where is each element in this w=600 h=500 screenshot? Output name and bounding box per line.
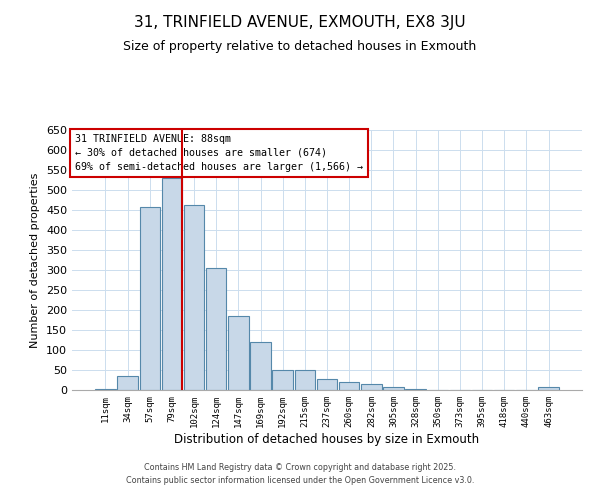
Bar [361,384,382,390]
Bar [383,387,404,390]
Text: 31, TRINFIELD AVENUE, EXMOUTH, EX8 3JU: 31, TRINFIELD AVENUE, EXMOUTH, EX8 3JU [134,15,466,30]
Text: Size of property relative to detached houses in Exmouth: Size of property relative to detached ho… [124,40,476,53]
Bar [206,268,226,390]
Bar [118,376,138,390]
Bar [250,342,271,390]
Bar [538,387,559,390]
Bar [228,316,248,390]
Bar [272,370,293,390]
Bar [317,379,337,390]
Bar [339,382,359,390]
Bar [295,370,315,390]
Bar [406,389,426,390]
Y-axis label: Number of detached properties: Number of detached properties [31,172,40,348]
Bar [161,178,182,390]
X-axis label: Distribution of detached houses by size in Exmouth: Distribution of detached houses by size … [175,432,479,446]
Bar [184,205,204,390]
Text: 31 TRINFIELD AVENUE: 88sqm
← 30% of detached houses are smaller (674)
69% of sem: 31 TRINFIELD AVENUE: 88sqm ← 30% of deta… [74,134,362,172]
Text: Contains HM Land Registry data © Crown copyright and database right 2025.
Contai: Contains HM Land Registry data © Crown c… [126,464,474,485]
Bar [140,207,160,390]
Bar [95,389,116,390]
